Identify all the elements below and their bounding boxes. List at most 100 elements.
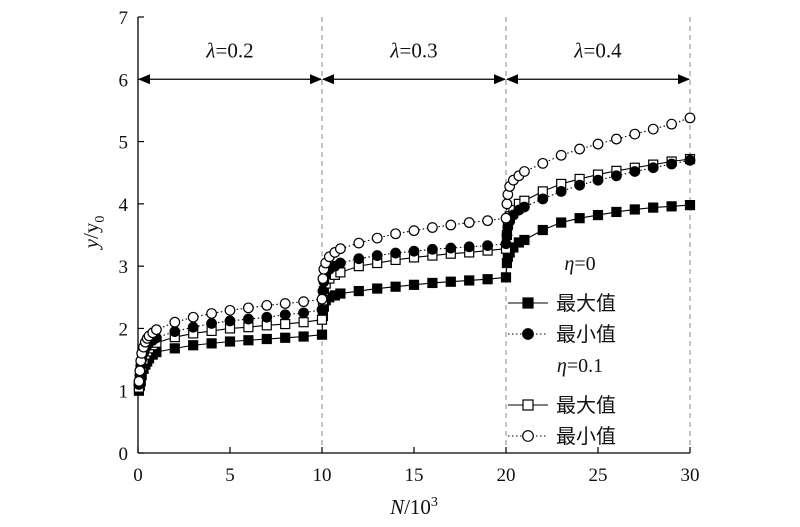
data-point — [316, 329, 328, 340]
data-point — [353, 285, 364, 297]
data-point — [684, 154, 696, 166]
data-point — [316, 304, 328, 316]
data-point — [592, 174, 604, 186]
data-point — [206, 318, 218, 329]
x-tick-label: 15 — [405, 465, 424, 486]
data-point — [298, 296, 310, 308]
data-point — [335, 243, 346, 255]
data-point — [555, 149, 567, 161]
data-point — [463, 217, 475, 228]
data-point — [629, 166, 641, 177]
data-point — [353, 253, 365, 265]
data-point — [666, 201, 677, 212]
data-point — [134, 365, 146, 377]
data-point — [242, 302, 254, 314]
legend-label: 最大值 — [556, 394, 616, 417]
legend-marker — [522, 399, 534, 411]
data-point — [427, 243, 438, 255]
region-arrowhead-left — [138, 74, 150, 85]
region-arrowhead-right — [494, 74, 506, 85]
legend-group-title: η=0.1 — [557, 355, 603, 377]
x-axis-label: N/103 — [389, 495, 438, 519]
data-point — [445, 219, 457, 231]
series-line — [138, 158, 691, 388]
data-point — [647, 123, 659, 135]
data-point — [261, 299, 273, 311]
data-point — [280, 332, 291, 343]
data-point — [353, 237, 365, 249]
series-3 — [133, 153, 696, 393]
legend-marker — [522, 297, 534, 309]
data-point — [133, 375, 145, 387]
x-tick-label: 5 — [225, 465, 235, 486]
data-point — [169, 316, 181, 328]
y-tick-label: 3 — [119, 257, 129, 278]
region-arrowhead-left — [322, 74, 334, 85]
data-point — [684, 112, 696, 124]
data-point — [371, 232, 383, 244]
data-point — [629, 204, 640, 215]
data-point — [519, 166, 530, 177]
y-tick-label: 1 — [119, 382, 129, 403]
data-point — [611, 206, 622, 218]
data-point — [224, 336, 236, 347]
data-point — [501, 198, 513, 210]
y-tick-label: 5 — [119, 133, 129, 154]
data-point — [482, 274, 493, 285]
data-point — [372, 283, 383, 294]
data-point — [298, 307, 310, 319]
data-point — [427, 222, 438, 233]
data-point — [335, 257, 346, 269]
data-point — [464, 275, 475, 286]
legend-marker — [522, 328, 534, 340]
legend-marker — [522, 430, 534, 442]
data-point — [519, 234, 530, 246]
y-tick-label: 2 — [119, 319, 129, 340]
data-point — [298, 331, 309, 342]
data-point — [611, 170, 622, 182]
data-point — [242, 313, 254, 325]
data-point — [280, 318, 291, 330]
region-annotations: λ=0.2 λ=0.3 λ=0.4 — [138, 38, 690, 85]
y-tick-label: 6 — [119, 70, 129, 91]
data-point — [629, 128, 641, 140]
data-point — [279, 298, 291, 309]
data-point — [261, 333, 272, 345]
data-point — [648, 202, 659, 213]
data-point — [224, 304, 236, 316]
data-point — [519, 201, 530, 213]
data-point — [390, 281, 401, 292]
data-point — [206, 308, 218, 319]
series-line — [138, 159, 691, 385]
data-point — [316, 314, 328, 325]
data-point — [187, 321, 199, 333]
data-point — [243, 335, 254, 346]
data-point — [574, 179, 585, 191]
data-point — [316, 293, 328, 305]
series-2 — [133, 154, 696, 390]
region-label: λ=0.3 — [389, 38, 437, 62]
region-arrowhead-left — [506, 74, 518, 85]
data-point — [574, 213, 585, 224]
data-point — [317, 273, 329, 285]
data-point — [169, 343, 180, 354]
data-point — [500, 212, 512, 224]
data-point — [408, 225, 420, 237]
data-point — [427, 277, 438, 289]
legend-label: 最小值 — [556, 323, 616, 346]
y-axis-label: y/y0 — [79, 216, 108, 251]
data-point — [390, 247, 402, 259]
data-point — [500, 238, 512, 250]
data-point — [298, 317, 309, 328]
legend-label: 最大值 — [556, 292, 616, 315]
region-label: λ=0.2 — [205, 38, 253, 62]
data-point — [445, 276, 456, 287]
data-point — [224, 315, 236, 327]
data-point — [482, 240, 494, 251]
x-tick-label: 30 — [681, 465, 700, 486]
data-point — [335, 288, 346, 299]
y-tick-label: 7 — [119, 8, 129, 29]
data-point — [647, 162, 659, 174]
